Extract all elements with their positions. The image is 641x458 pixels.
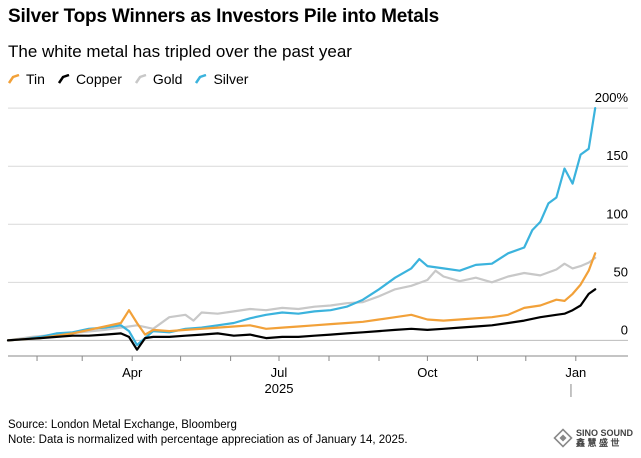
- tin-legend-icon: [8, 74, 20, 84]
- y-tick-label: 100: [606, 206, 628, 221]
- legend-label-copper: Copper: [75, 71, 122, 87]
- legend-item-silver: Silver: [195, 71, 248, 87]
- legend-item-tin: Tin: [8, 71, 45, 87]
- y-tick-label: 50: [614, 264, 628, 279]
- copper-legend-icon: [57, 74, 70, 84]
- series-line-copper: [6, 288, 597, 351]
- x-tick-label: Jul: [271, 365, 288, 380]
- data-note: Note: Data is normalized with percentage…: [8, 434, 408, 446]
- silver-legend-icon: [195, 74, 207, 84]
- x-tick-label: Apr: [122, 365, 143, 380]
- chart-title: Silver Tops Winners as Investors Pile in…: [8, 6, 440, 27]
- legend-label-gold: Gold: [152, 71, 183, 87]
- chart-legend: Tin Copper Gold Silver: [8, 71, 261, 87]
- chart-subtitle: The white metal has tripled over the pas…: [8, 42, 352, 61]
- legend-item-copper: Copper: [57, 71, 122, 87]
- watermark-subtext: 鑫 慧 盛 世: [575, 438, 620, 448]
- diamond-logo-icon: [553, 428, 573, 448]
- series-line-silver: [6, 106, 597, 347]
- legend-item-gold: Gold: [134, 71, 183, 87]
- legend-label-silver: Silver: [213, 71, 249, 87]
- source-note: Source: London Metal Exchange, Bloomberg: [8, 419, 237, 431]
- gold-legend-icon: [134, 74, 147, 84]
- y-tick-label: 200%: [595, 90, 629, 105]
- watermark-text: SINO SOUND: [575, 428, 633, 438]
- legend-label-tin: Tin: [26, 71, 45, 87]
- x-tick-label: Oct: [417, 365, 438, 380]
- watermark: SINO SOUND 鑫 慧 盛 世: [553, 428, 633, 448]
- y-tick-label: 150: [606, 148, 628, 163]
- x-tick-label: Jan: [565, 365, 586, 380]
- x-axis-year-label: 2025: [265, 381, 294, 396]
- y-tick-label: 0: [621, 322, 628, 337]
- series-line-gold: [6, 256, 597, 342]
- series-line-tin: [6, 252, 597, 342]
